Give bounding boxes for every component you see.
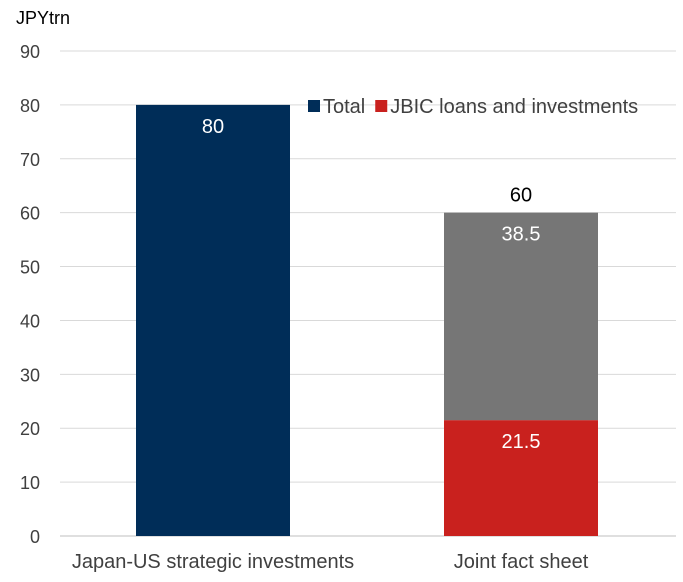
x-axis-labels: Japan-US strategic investments Joint fact… (72, 551, 589, 573)
y-tick-label: 30 (20, 365, 40, 385)
bar-value-label: 80 (202, 116, 224, 138)
y-tick-label: 60 (20, 204, 40, 224)
legend-swatch (308, 100, 320, 112)
bars: 80 21.5 38.5 60 (136, 104, 598, 536)
bar-segment (444, 212, 598, 421)
y-axis-ticks: 0 10 20 30 40 50 60 70 80 90 (20, 42, 40, 547)
y-axis-unit-label: JPYtrn (16, 8, 70, 28)
legend-label: Total (323, 96, 365, 118)
y-tick-label: 90 (20, 42, 40, 62)
y-tick-label: 50 (20, 258, 40, 278)
y-tick-label: 20 (20, 419, 40, 439)
y-tick-label: 10 (20, 473, 40, 493)
legend-label: JBIC loans and investments (390, 96, 638, 118)
y-tick-label: 80 (20, 96, 40, 116)
y-tick-label: 70 (20, 150, 40, 170)
x-category-label: Japan-US strategic investments (72, 551, 354, 573)
legend: Total JBIC loans and investments (308, 96, 638, 118)
bar-value-label: 38.5 (502, 224, 541, 246)
bar-segment (444, 420, 598, 536)
x-category-label: Joint fact sheet (454, 551, 589, 573)
bar-segment (136, 104, 290, 536)
y-tick-label: 40 (20, 311, 40, 331)
bar-total-label: 60 (510, 185, 532, 207)
y-tick-label: 0 (30, 527, 40, 547)
bar-value-label: 21.5 (502, 431, 541, 453)
legend-swatch (375, 100, 388, 112)
